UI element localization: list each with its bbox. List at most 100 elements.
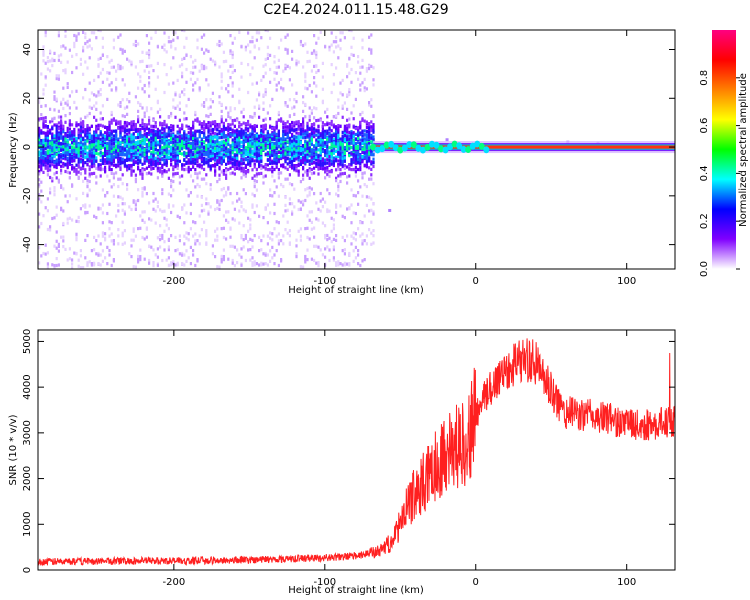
spectrogram-cell: [209, 138, 212, 142]
spectrogram-cell: [137, 101, 140, 105]
spectrogram-cell: [154, 147, 157, 151]
spectrogram-cell: [42, 92, 45, 96]
spectrogram-cell: [187, 166, 190, 170]
spectrogram-cell: [253, 210, 256, 215]
spectrogram-cell: [88, 133, 91, 137]
spectrogram-cell: [77, 170, 80, 174]
spectrogram-cell: [73, 100, 76, 104]
spectrogram-cell: [264, 63, 267, 67]
spectrogram-cell: [88, 44, 91, 48]
spectrogram-cell: [253, 159, 256, 163]
spectrogram-cell: [145, 235, 148, 239]
spectrogram-cell: [101, 135, 104, 140]
spectrogram-cell: [255, 150, 258, 154]
spectrogram-cell: [192, 141, 195, 146]
spectrogram-cell: [247, 170, 250, 174]
spectrogram-cell: [198, 150, 201, 154]
spectrogram-cell: [286, 64, 289, 68]
spectrogram-cell: [273, 144, 276, 149]
spectrogram-cell: [242, 151, 245, 155]
spectrogram-cell: [170, 261, 173, 265]
spectrogram-cell: [44, 119, 47, 123]
spectrogram-cell: [255, 204, 258, 208]
spectrogram-cell: [128, 252, 131, 256]
spectrogram-cell: [258, 214, 261, 218]
spectrogram-cell: [38, 157, 41, 161]
spectrogram-cell: [86, 26, 88, 29]
spectrogram-cell: [203, 177, 206, 181]
spectrogram-cell: [62, 187, 65, 191]
spectrogram-cell: [55, 158, 58, 162]
spectrogram-cell: [42, 48, 45, 52]
spectrogram-cell: [57, 178, 60, 182]
spectrogram-cell: [108, 24, 110, 27]
spectrogram-cell: [139, 140, 142, 144]
spectrogram-cell: [46, 251, 49, 255]
spectrogram-cell: [231, 70, 234, 74]
spectrogram-cell: [143, 152, 146, 156]
spectrogram-cell: [189, 191, 192, 195]
spectrogram-cell: [181, 71, 184, 75]
spectrogram-cell: [90, 151, 93, 155]
spectrogram-cell: [128, 167, 131, 171]
spectrogram-cell: [167, 144, 170, 148]
spectrogram-cell: [99, 93, 102, 97]
spectrogram-cell: [236, 145, 239, 149]
spectrogram-cell: [264, 134, 267, 138]
spectrogram-cell: [106, 71, 109, 75]
spectrogram-cell: [205, 66, 208, 70]
spectrogram-cell: [273, 146, 276, 151]
spectrogram-cell: [260, 124, 263, 128]
spectrogram-cell: [55, 162, 58, 166]
spectrogram-cell: [214, 158, 217, 162]
spectrogram-cell: [244, 135, 247, 139]
spectrogram-cell: [84, 147, 87, 151]
spectrogram-cell: [238, 143, 241, 147]
spectrogram-cell: [60, 171, 63, 175]
spectrogram-cell: [88, 146, 91, 151]
spectrogram-cell: [101, 80, 104, 84]
spectrogram-cell: [222, 50, 225, 54]
spectrogram-cell: [306, 134, 309, 138]
spectrogram-cell: [95, 239, 98, 243]
spectrogram-cell: [46, 56, 49, 60]
spectrogram-cell: [57, 150, 60, 154]
spectrogram-cell: [57, 31, 60, 35]
spectrogram-cell: [139, 258, 142, 262]
spectrogram-cell: [282, 214, 285, 218]
spectrogram-cell: [46, 165, 49, 170]
spectrogram-cell: [207, 163, 210, 167]
spectrogram-cell: [229, 135, 232, 139]
spectrogram-cell: [119, 64, 122, 68]
spectrogram-cell: [101, 167, 104, 171]
spectrogram-cell: [88, 56, 91, 60]
spectrogram-cell: [79, 158, 82, 162]
spectrogram-cell: [291, 126, 294, 130]
spectrogram-cell: [194, 129, 197, 133]
spectrogram-cell: [185, 151, 188, 155]
spectrogram-cell: [134, 39, 137, 44]
spectrogram-cell: [280, 152, 283, 156]
spectrogram-cell: [86, 151, 89, 155]
spectrogram-cell: [156, 110, 159, 114]
spectrogram-cell: [38, 261, 41, 265]
spectrogram-cell: [176, 171, 179, 175]
spectrogram-cell: [82, 204, 85, 208]
spectrogram-cell: [115, 119, 118, 123]
spectrogram-cell: [198, 163, 201, 167]
spectrogram-cell: [227, 129, 230, 133]
spectrogram-cell: [95, 118, 98, 122]
spectrogram-cell: [297, 125, 300, 129]
spectrogram-cell: [277, 138, 280, 142]
spectrogram-cell: [192, 26, 194, 29]
spectrogram-cell: [203, 145, 206, 149]
spectrogram-cell: [302, 109, 305, 113]
spectrogram-cell: [90, 140, 93, 144]
spectrogram-cell: [156, 247, 159, 251]
spectrogram-cell: [271, 169, 274, 173]
spectrogram-cell: [200, 130, 203, 135]
spectrogram-cell: [101, 138, 104, 142]
spectrogram-cell: [75, 252, 78, 256]
spectrogram-cell: [288, 138, 291, 142]
spectrogram-cell: [189, 245, 192, 249]
